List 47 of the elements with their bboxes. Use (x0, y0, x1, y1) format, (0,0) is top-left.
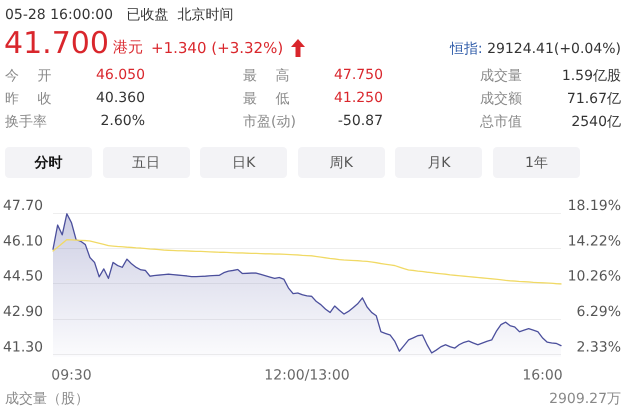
x-tick-label: 12:00/13:00 (264, 368, 350, 384)
text: 最 高 (243, 67, 290, 85)
text: 2909.27万 (549, 390, 621, 408)
tab-button: 分时 (5, 147, 92, 178)
tab-button: 月K (395, 147, 482, 178)
text: 最 低 (243, 90, 290, 108)
text: 41.250 (334, 90, 383, 106)
tab-button: 日K (200, 147, 288, 178)
text: 换手率 (5, 113, 47, 131)
text: 恒指: (450, 41, 483, 57)
y2-tick-label: 2.33% (576, 339, 621, 356)
tab-button: 1年 (493, 147, 580, 178)
y2-tick-label: 14.22% (568, 233, 621, 250)
y-tick-label: 47.70 (3, 198, 44, 214)
y-tick-label: 44.50 (3, 268, 44, 285)
tab-button: 五日 (102, 147, 190, 178)
y-tick-label: 46.10 (3, 233, 44, 250)
text: 2540亿 (571, 113, 621, 131)
text: 昨 收 (5, 90, 52, 108)
text: 市盈(动) (243, 113, 296, 131)
text: 成交量 (480, 67, 522, 85)
text: 40.360 (96, 90, 145, 106)
text: 总市值 (480, 113, 522, 131)
text: 已收盘 (126, 7, 168, 23)
text: -50.87 (338, 113, 383, 129)
y2-tick-label: 6.29% (576, 304, 621, 320)
text: 北京时间 (177, 7, 234, 23)
text: +1.340 (+3.32%) (151, 38, 284, 56)
y-tick-label: 42.90 (3, 304, 44, 320)
text: 2.60% (100, 113, 145, 129)
y-tick-label: 41.30 (3, 339, 44, 356)
text: 29124.41(+0.04%) (487, 41, 621, 57)
x-tick-label: 16:00 (522, 368, 563, 384)
text: 成交额 (480, 90, 522, 108)
tab-button: 周K (298, 147, 385, 178)
text: 41.700 (4, 26, 109, 61)
y2-tick-label: 18.19% (568, 198, 621, 214)
text: 1.59亿股 (562, 67, 621, 85)
text: 今 开 (5, 67, 52, 85)
text: 港元 (113, 38, 143, 57)
y2-tick-label: 10.26% (568, 268, 621, 285)
text: 46.050 (96, 67, 145, 83)
text: 47.750 (334, 67, 383, 83)
x-tick-label: 09:30 (51, 368, 92, 384)
text: 05-28 16:00:00 (5, 7, 114, 23)
text: 71.67亿 (566, 90, 621, 108)
text: 成交量（股） (5, 390, 89, 408)
